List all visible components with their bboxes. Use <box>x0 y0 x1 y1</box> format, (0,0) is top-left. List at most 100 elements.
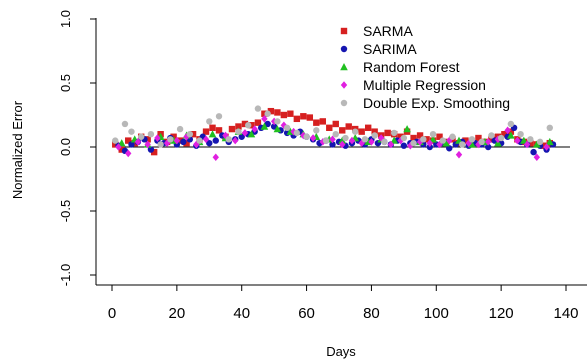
data-point <box>206 118 213 125</box>
data-point <box>115 143 122 151</box>
data-point <box>260 122 269 130</box>
data-point <box>439 137 446 144</box>
data-point <box>497 134 505 142</box>
data-point <box>416 132 424 139</box>
data-point <box>390 136 398 144</box>
data-point <box>176 137 184 144</box>
data-point <box>527 139 534 147</box>
data-point <box>514 136 521 145</box>
data-point <box>364 124 372 131</box>
data-point <box>274 109 281 116</box>
data-point <box>329 135 336 144</box>
data-point <box>306 114 314 121</box>
data-point <box>212 153 219 162</box>
data-point <box>189 131 197 138</box>
data-point <box>222 131 229 140</box>
data-point <box>332 120 339 128</box>
series-3 <box>115 115 550 162</box>
data-point <box>533 153 541 162</box>
data-point <box>313 127 320 134</box>
data-point <box>247 130 256 138</box>
x-tick-label: 60 <box>298 305 315 322</box>
data-point <box>117 139 126 147</box>
data-point <box>530 148 537 156</box>
data-point <box>173 136 181 145</box>
data-point <box>264 120 271 128</box>
data-point <box>410 139 417 147</box>
data-point <box>426 143 433 151</box>
data-point <box>342 134 349 142</box>
legend-label: SARIMA <box>363 41 417 57</box>
data-points <box>112 105 557 162</box>
data-point <box>251 125 258 133</box>
data-point <box>527 136 534 143</box>
data-point <box>468 140 476 148</box>
data-point <box>235 123 242 130</box>
legend-marker <box>340 45 348 53</box>
x-tick-label: 0 <box>108 305 116 322</box>
data-point <box>462 137 469 144</box>
data-point <box>326 124 333 131</box>
data-point <box>517 131 524 138</box>
data-point <box>410 134 417 142</box>
data-point <box>545 137 554 146</box>
data-point <box>125 137 132 144</box>
data-point <box>381 138 388 146</box>
data-point <box>128 128 135 135</box>
data-point <box>459 141 466 148</box>
data-point <box>144 136 151 143</box>
x-tick-label: 80 <box>363 305 380 322</box>
x-tick-label: 100 <box>424 305 449 322</box>
data-point <box>261 110 268 117</box>
x-axis: 0 20 40 60 80 100 120 140 <box>108 285 579 322</box>
legend-marker <box>340 27 348 35</box>
data-point <box>377 134 385 142</box>
data-point <box>338 136 347 144</box>
data-point <box>267 107 275 115</box>
data-point <box>536 138 544 146</box>
legend: SARMA SARIMA Random Forest Multiple Regress… <box>340 23 510 111</box>
data-point <box>270 123 278 130</box>
data-point <box>339 127 346 134</box>
data-point <box>420 136 427 143</box>
data-point <box>455 150 463 159</box>
data-point <box>112 137 119 144</box>
data-point <box>371 132 378 139</box>
data-point <box>202 135 210 144</box>
y-axis: -1.0 -0.5 0.0 0.5 1.0 <box>58 10 96 286</box>
data-point <box>287 110 294 117</box>
data-point <box>371 128 378 135</box>
data-point <box>303 133 310 140</box>
series-4 <box>112 105 553 148</box>
y-axis-label: Normalized Error <box>10 100 25 199</box>
x-axis-label: Days <box>326 344 356 359</box>
data-point <box>241 120 249 128</box>
data-point <box>225 136 232 143</box>
data-point <box>125 149 132 158</box>
data-point <box>345 123 352 130</box>
data-point <box>167 136 174 143</box>
legend-label: SARMA <box>363 23 413 39</box>
data-point <box>400 142 408 149</box>
data-point <box>352 128 359 135</box>
data-point <box>429 135 437 143</box>
data-point <box>241 129 249 137</box>
data-point <box>361 136 369 143</box>
data-point <box>293 115 301 123</box>
data-point <box>180 138 187 146</box>
data-point <box>273 125 282 133</box>
data-point <box>442 139 450 147</box>
data-point <box>154 134 161 142</box>
data-point <box>543 143 550 151</box>
data-point <box>501 131 508 138</box>
data-point <box>504 126 511 135</box>
data-point <box>118 146 125 153</box>
data-point <box>507 120 515 128</box>
data-point <box>540 142 547 149</box>
y-tick-label: -1.0 <box>58 264 73 286</box>
data-point <box>358 128 365 135</box>
x-tick-label: 40 <box>233 305 250 322</box>
data-point <box>478 138 485 146</box>
plot-area <box>95 18 587 286</box>
